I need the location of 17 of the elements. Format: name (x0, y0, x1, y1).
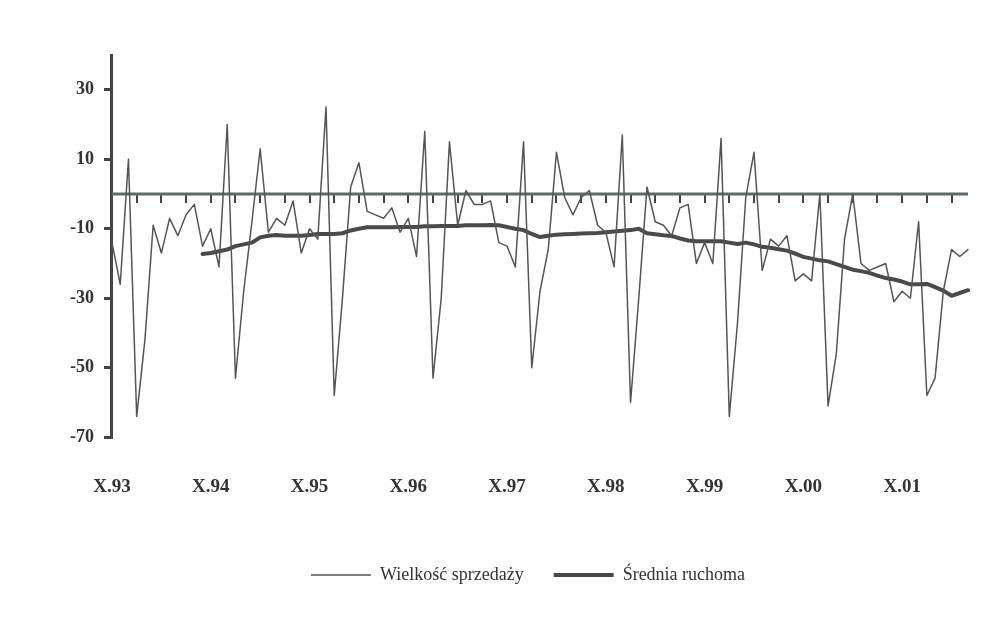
y-tick-label: 10 (75, 147, 94, 168)
y-tick-label: 30 (75, 78, 94, 99)
legend-label: Średnia ruchoma (622, 562, 746, 584)
y-tick-label: -10 (69, 217, 94, 238)
x-tick-label: X.00 (784, 474, 823, 496)
x-tick-label: X.01 (883, 474, 921, 496)
y-tick-label: -30 (69, 286, 94, 307)
x-tick-label: X.98 (587, 474, 625, 496)
y-tick-label: -70 (69, 425, 94, 446)
y-tick-label: -50 (69, 356, 94, 377)
x-tick-label: X.96 (389, 474, 428, 496)
x-tick-label: X.99 (685, 474, 724, 496)
x-tick-label: X.97 (488, 474, 527, 496)
x-tick-label: X.94 (192, 474, 230, 496)
x-tick-label: X.93 (93, 474, 131, 496)
legend-label: Wielkość sprzedaży (379, 563, 524, 584)
x-tick-label: X.95 (290, 474, 329, 496)
